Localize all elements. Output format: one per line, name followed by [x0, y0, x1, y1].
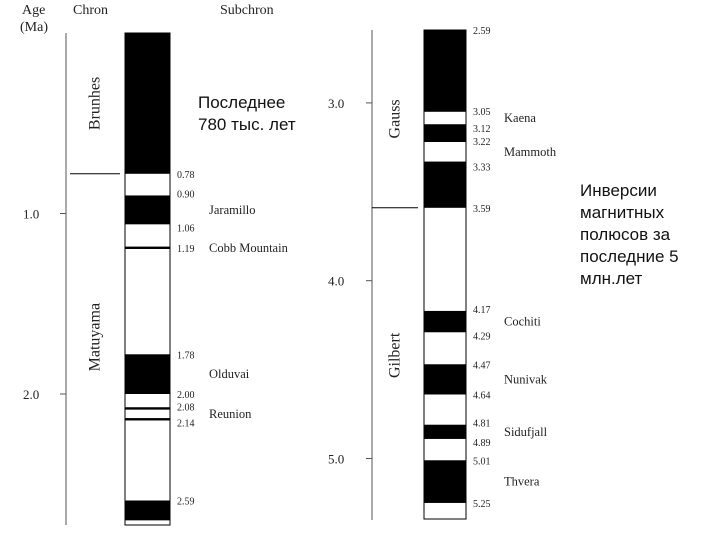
normal-polarity-band	[424, 161, 466, 208]
timescale-panels: 1.0 2.0 Brunhes Matuyama 0.78 0.90 1.06 1.19 1.7…	[23, 26, 557, 526]
chron-header: Chron	[73, 3, 108, 18]
age-tick-label: 3.0	[328, 96, 344, 111]
subchron-label: Reunion	[209, 407, 252, 421]
age-value-label: 5.01	[473, 456, 491, 467]
normal-polarity-band	[125, 354, 170, 394]
age-tick-label: 2.0	[23, 387, 39, 402]
normal-polarity-band	[125, 195, 170, 225]
age-value-label: 4.17	[473, 305, 491, 316]
subchron-label: Olduvai	[209, 367, 250, 381]
normal-polarity-band	[424, 364, 466, 395]
age-value-label: 2.00	[177, 390, 195, 401]
normal-polarity-band	[424, 124, 466, 143]
age-value-label: 4.29	[473, 331, 491, 342]
age-value-label: 4.64	[473, 390, 491, 401]
subchron-label: Kaena	[504, 111, 536, 125]
subchron-header: Subchron	[220, 3, 274, 18]
subchron-label: Cobb Mountain	[209, 241, 289, 255]
age-value-label: 5.25	[473, 499, 491, 510]
age-header: Age	[22, 3, 45, 18]
age-value-label: 2.59	[473, 26, 491, 37]
age-value-label: 2.14	[177, 418, 195, 429]
age-tick-label: 1.0	[23, 207, 39, 222]
subchron-label: Nunivak	[504, 372, 548, 386]
normal-polarity-band	[125, 33, 170, 174]
note-last-780k: Последнее 780 тыс. лет	[198, 93, 296, 134]
age-value-label: 2.59	[177, 496, 195, 507]
subchron-label: Thvera	[504, 475, 540, 489]
note-inversions-5my: Инверсии магнитных полюсов за последние …	[580, 181, 679, 288]
age-value-label: 2.08	[177, 402, 195, 413]
age-tick-label: 4.0	[328, 274, 344, 289]
age-value-label: 0.90	[177, 189, 195, 200]
normal-polarity-band	[424, 30, 466, 112]
normal-polarity-band	[424, 424, 466, 439]
normal-polarity-band	[424, 310, 466, 333]
age-value-label: 1.06	[177, 223, 195, 234]
age-value-label: 4.89	[473, 438, 491, 449]
short-event-band	[125, 418, 170, 421]
age-tick-label: 5.0	[328, 451, 344, 466]
age-value-label: 3.12	[473, 124, 491, 135]
short-event-band	[125, 246, 170, 249]
age-value-label: 3.59	[473, 204, 491, 215]
age-value-label: 0.78	[177, 170, 195, 181]
subchron-label: Sidufjall	[504, 425, 548, 439]
chron-label: Brunhes	[87, 77, 104, 130]
normal-polarity-band	[424, 460, 466, 503]
chron-label: Matuyama	[87, 303, 104, 371]
age-value-label: 3.05	[473, 107, 491, 118]
age-unit-header: (Ma)	[20, 20, 48, 35]
subchron-label: Cochiti	[504, 315, 541, 329]
age-value-label: 4.47	[473, 360, 491, 371]
age-value-label: 1.78	[177, 350, 195, 361]
normal-polarity-band	[125, 500, 170, 521]
age-value-label: 1.19	[177, 244, 195, 255]
subchron-label: Mammoth	[504, 145, 557, 159]
subchron-label: Jaramillo	[209, 203, 256, 217]
short-event-band	[125, 407, 170, 410]
age-value-label: 3.22	[473, 137, 491, 148]
chron-label: Gilbert	[387, 332, 404, 378]
age-value-label: 4.81	[473, 419, 491, 430]
chron-label: Gauss	[387, 99, 404, 138]
age-value-label: 3.33	[473, 163, 491, 174]
